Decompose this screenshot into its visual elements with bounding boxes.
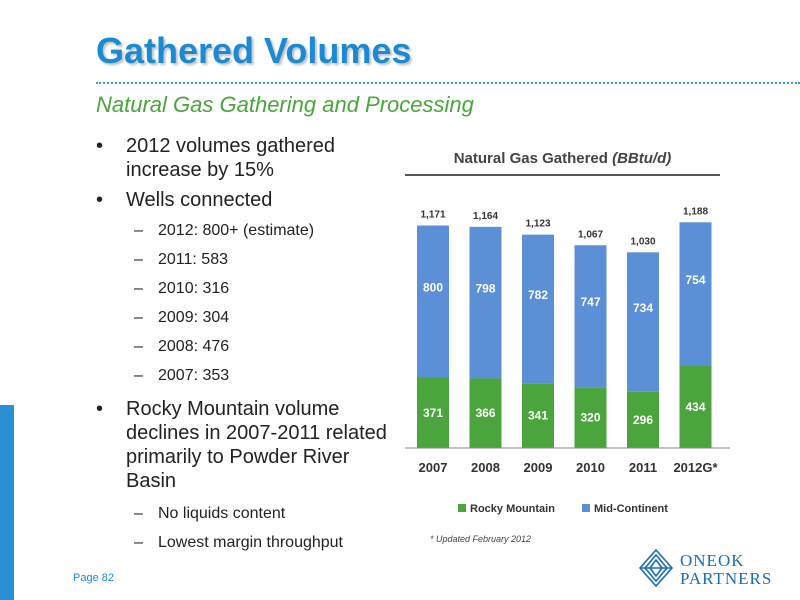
bullet-volumes-increase: 2012 volumes gathered increase by 15% — [96, 134, 396, 182]
sub-bullet-2010: 2010: 316 — [96, 280, 396, 298]
logo-wordmark: ONEOK PARTNERS — [680, 552, 772, 588]
logo-line-1: ONEOK — [680, 551, 745, 570]
data-label-rocky-mountain-0: 371 — [423, 406, 443, 420]
chart-title-unit: (BBtu/d) — [612, 150, 672, 167]
total-label-4: 1,030 — [630, 236, 655, 247]
x-tick-label-0: 2007 — [419, 460, 448, 475]
bullet-wells-connected: Wells connected — [96, 188, 396, 212]
sub-bullet-2012: 2012: 800+ (estimate) — [96, 222, 396, 240]
page-title: Gathered Volumes — [96, 30, 412, 71]
legend-label-rocky-mountain: Rocky Mountain — [470, 503, 555, 515]
x-tick-label-3: 2010 — [576, 460, 605, 475]
bar-mid-continent-2 — [522, 234, 554, 384]
x-tick-label-4: 2011 — [629, 460, 657, 475]
total-label-3: 1,067 — [578, 229, 603, 240]
bar-rocky-mountain-4 — [627, 391, 659, 448]
data-label-mid-continent-3: 747 — [580, 295, 600, 309]
page-number: Page 82 — [73, 572, 114, 584]
x-tick-label-1: 2008 — [471, 460, 500, 475]
total-label-5: 1,188 — [683, 206, 708, 217]
legend-swatch-rocky-mountain — [458, 504, 466, 512]
bar-rocky-mountain-1 — [469, 378, 502, 448]
bullet-list: 2012 volumes gathered increase by 15% We… — [96, 134, 396, 563]
sub-bullet-2009: 2009: 304 — [96, 309, 396, 327]
oneok-logo-icon — [638, 548, 674, 588]
legend-label-mid-continent: Mid-Continent — [594, 503, 668, 515]
x-tick-label-2: 2009 — [524, 460, 553, 475]
page-subtitle: Natural Gas Gathering and Processing — [96, 92, 474, 117]
bar-rocky-mountain-5 — [679, 365, 712, 448]
data-label-rocky-mountain-4: 296 — [633, 413, 653, 427]
total-label-2: 1,123 — [525, 219, 550, 230]
bar-mid-continent-5 — [679, 222, 712, 366]
data-label-rocky-mountain-1: 366 — [475, 406, 495, 420]
bullet-rocky-mountain-decline: Rocky Mountain volume declines in 2007-2… — [96, 397, 396, 493]
sub-bullet-2007: 2007: 353 — [96, 367, 396, 385]
sub-bullet-2011: 2011: 583 — [96, 251, 396, 269]
data-label-mid-continent-0: 800 — [423, 281, 443, 295]
data-label-mid-continent-5: 754 — [685, 273, 705, 287]
sub-bullet-no-liquids: No liquids content — [96, 505, 396, 523]
legend-swatch-mid-continent — [582, 504, 590, 512]
data-label-mid-continent-4: 734 — [633, 301, 653, 315]
chart-title-rule — [405, 174, 720, 176]
bar-mid-continent-3 — [574, 245, 607, 388]
sub-bullet-2008: 2008: 476 — [96, 338, 396, 356]
logo-line-2: PARTNERS — [680, 569, 773, 588]
sub-bullet-lowest-margin: Lowest margin throughput — [96, 534, 396, 552]
total-label-0: 1,171 — [420, 210, 445, 221]
bar-mid-continent-1 — [469, 226, 502, 379]
bar-mid-continent-4 — [627, 252, 659, 392]
bar-rocky-mountain-3 — [574, 387, 607, 448]
bar-mid-continent-0 — [417, 225, 449, 378]
chart-title-main: Natural Gas Gathered — [453, 150, 608, 167]
stacked-bar-chart: 371 800 1,171 2007 366 798 1,164 2008 341 782 1,12… — [405, 206, 730, 544]
data-label-rocky-mountain-5: 434 — [685, 400, 705, 414]
title-divider — [96, 82, 800, 84]
data-label-rocky-mountain-2: 341 — [528, 409, 548, 423]
chart-title: Natural Gas Gathered (BBtu/d) — [405, 150, 720, 167]
total-label-1: 1,164 — [473, 211, 498, 222]
data-label-rocky-mountain-3: 320 — [580, 411, 600, 425]
data-label-mid-continent-1: 798 — [475, 282, 495, 296]
bar-rocky-mountain-2 — [522, 383, 554, 448]
left-accent-bar — [0, 405, 14, 600]
x-tick-label-5: 2012G* — [673, 460, 718, 475]
data-label-mid-continent-2: 782 — [528, 288, 548, 302]
bar-rocky-mountain-0 — [417, 377, 449, 448]
chart-footnote: * Updated February 2012 — [430, 534, 531, 544]
